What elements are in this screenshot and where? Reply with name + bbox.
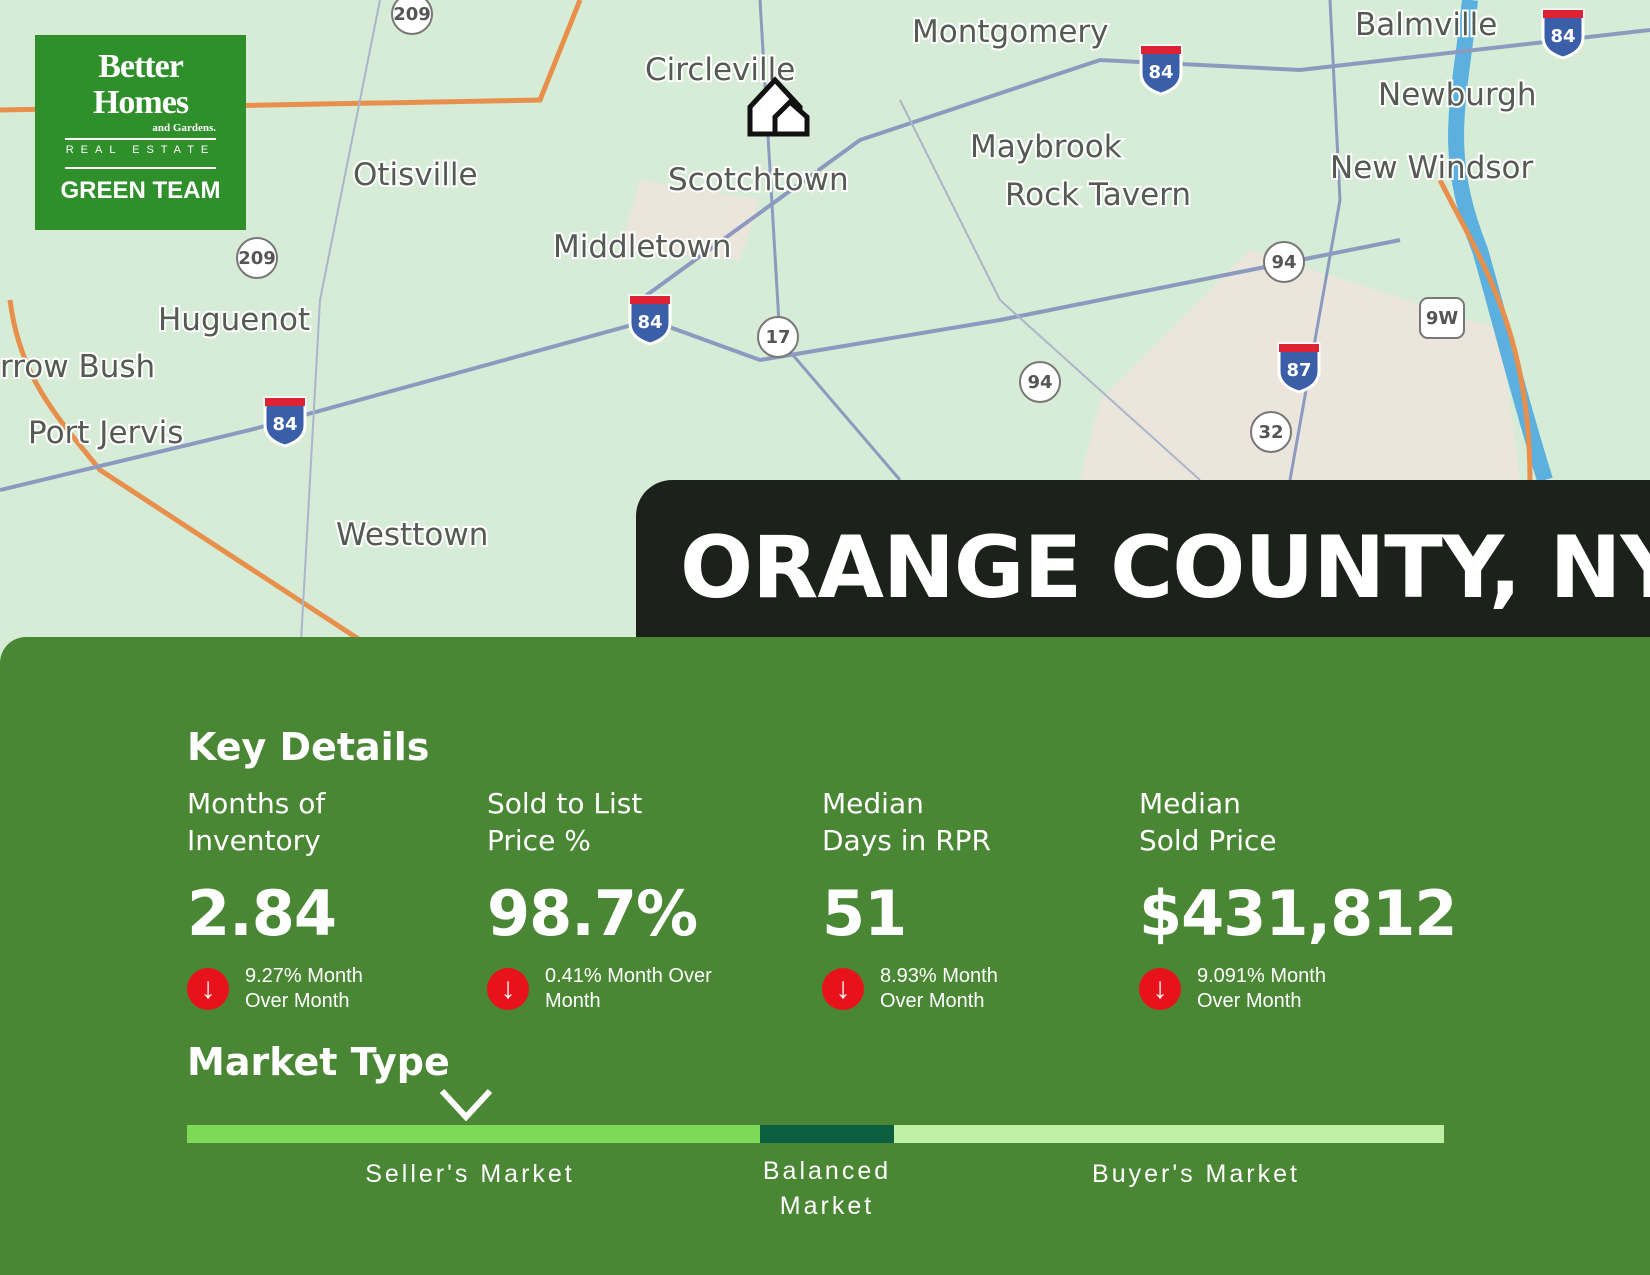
town-label: Rock Tavern bbox=[1005, 177, 1191, 213]
town-label: New Windsor bbox=[1330, 150, 1533, 186]
metric-change: 8.93% Month Over Month bbox=[880, 965, 998, 1012]
metric-value: $431,812 bbox=[1139, 877, 1458, 950]
metric-label: Months of Inventory bbox=[187, 787, 326, 857]
logo-divider bbox=[65, 138, 216, 140]
route-shield-label: 32 bbox=[1258, 422, 1283, 443]
page-title: ORANGE COUNTY, NY bbox=[680, 518, 1650, 618]
route-shield-label: 84 bbox=[1550, 26, 1575, 47]
route-shield-label: 209 bbox=[393, 4, 431, 25]
metric-label: Sold to List Price % bbox=[487, 787, 643, 857]
brand-logo: Better Homes and Gardens. REAL ESTATE GR… bbox=[35, 35, 246, 230]
metric-median-days: Median Days in RPR 51 ↓ 8.93% Month Over … bbox=[822, 785, 1090, 1014]
logo-divider bbox=[65, 167, 216, 169]
sellers-market-segment bbox=[187, 1125, 760, 1143]
market-type-heading: Market Type bbox=[187, 1040, 450, 1084]
metric-value: 51 bbox=[822, 877, 907, 950]
metric-label: Median Sold Price bbox=[1139, 787, 1277, 857]
metric-months-of-inventory: Months of Inventory 2.84 ↓ 9.27% Month Ov… bbox=[187, 785, 455, 1014]
arrow-down-icon: ↓ bbox=[487, 968, 529, 1010]
arrow-down-icon: ↓ bbox=[822, 968, 864, 1010]
homes-marker-icon bbox=[747, 76, 810, 137]
metric-sold-to-list: Sold to List Price % 98.7% ↓ 0.41% Month … bbox=[487, 785, 775, 1014]
logo-real-estate: REAL ESTATE bbox=[65, 144, 216, 156]
arrow-down-icon: ↓ bbox=[187, 968, 229, 1010]
town-labels: Circleville Montgomery Balmville Newburg… bbox=[0, 5, 1538, 555]
town-label: Newburgh bbox=[1378, 77, 1536, 113]
town-label: Westtown bbox=[336, 517, 488, 553]
town-label: Middletown bbox=[553, 229, 732, 265]
town-label: rrow Bush bbox=[0, 349, 155, 385]
balanced-market-segment bbox=[760, 1125, 894, 1143]
town-label: Huguenot bbox=[158, 302, 310, 338]
metric-change: 9.27% Month Over Month bbox=[245, 965, 363, 1012]
metric-change: 0.41% Month Over Month bbox=[545, 965, 712, 1012]
town-label: Maybrook bbox=[970, 129, 1122, 165]
route-shield-label: 9W bbox=[1426, 308, 1459, 329]
metric-label: Median Days in RPR bbox=[822, 787, 991, 857]
logo-subtitle: and Gardens. bbox=[152, 122, 216, 134]
metric-value: 98.7% bbox=[487, 877, 698, 950]
route-shields: 209 209 84 84 84 84 17 94 94 9W 87 32 bbox=[236, 0, 1585, 453]
market-indicator-chevron-icon bbox=[439, 1088, 493, 1121]
town-label: Scotchtown bbox=[668, 162, 849, 198]
town-label: Otisville bbox=[353, 157, 478, 193]
route-shield-label: 209 bbox=[238, 248, 276, 269]
route-shield-label: 17 bbox=[765, 327, 790, 348]
arrow-down-icon: ↓ bbox=[1139, 968, 1181, 1010]
balanced-market-label: Balanced Market bbox=[762, 1157, 892, 1220]
town-label: Port Jervis bbox=[28, 415, 183, 451]
buyers-market-segment bbox=[894, 1125, 1444, 1143]
key-details-heading: Key Details bbox=[187, 725, 430, 769]
buyers-market-label: Buyer's Market bbox=[1092, 1160, 1300, 1188]
logo-team-name: GREEN TEAM bbox=[60, 177, 221, 204]
route-shield-label: 87 bbox=[1286, 360, 1311, 381]
metric-change: 9.091% Month Over Month bbox=[1197, 965, 1326, 1012]
title-banner: ORANGE COUNTY, NY bbox=[636, 480, 1650, 650]
stats-panel: Key Details Months of Inventory 2.84 ↓ 9.… bbox=[0, 637, 1650, 1275]
logo-wordmark: Better Homes bbox=[92, 48, 189, 121]
route-shield-label: 94 bbox=[1027, 372, 1052, 393]
route-shield-label: 84 bbox=[637, 312, 662, 333]
route-shield-label: 84 bbox=[1148, 62, 1173, 83]
town-label: Balmville bbox=[1355, 7, 1497, 43]
metric-value: 2.84 bbox=[187, 877, 337, 950]
town-label: Montgomery bbox=[912, 14, 1109, 50]
route-shield-label: 84 bbox=[272, 414, 297, 435]
metric-median-sold-price: Median Sold Price $431,812 ↓ 9.091% Month… bbox=[1139, 785, 1458, 1014]
route-shield-label: 94 bbox=[1271, 252, 1296, 273]
sellers-market-label: Seller's Market bbox=[365, 1160, 575, 1188]
